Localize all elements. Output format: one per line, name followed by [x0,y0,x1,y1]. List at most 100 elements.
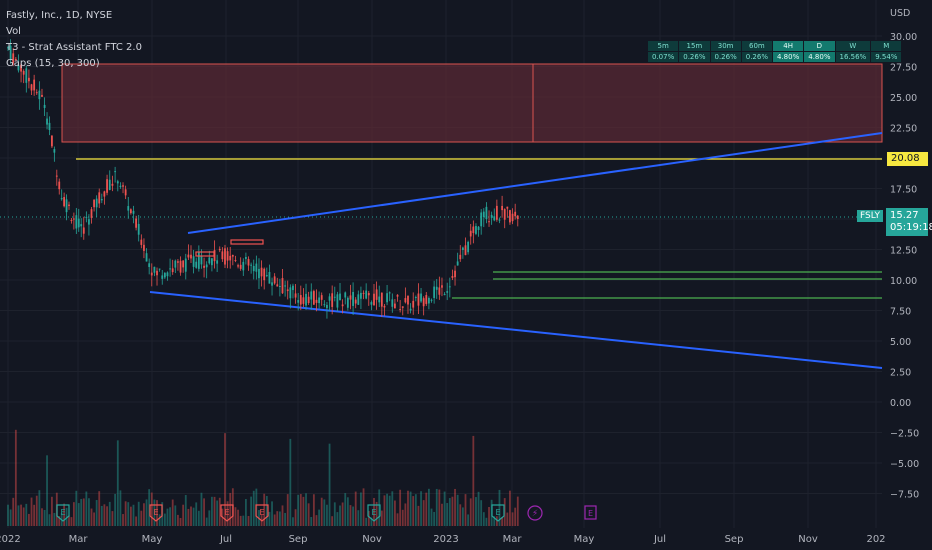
volume-bar [192,507,195,526]
future-earnings-marker[interactable] [584,505,597,520]
candle-body [205,264,208,268]
volume-bar [323,499,326,526]
volume-bar [485,517,488,526]
candle-body [135,218,137,228]
volume-bar [7,504,9,526]
earnings-marker[interactable] [220,504,234,522]
volume-bar [417,505,420,526]
candle-body [475,226,477,234]
candle-body [137,223,140,235]
candle-body [265,275,268,277]
earnings-marker[interactable] [149,504,163,522]
gap-zone [61,63,883,143]
volume-bar [404,503,407,526]
volume-label[interactable]: Vol [6,26,21,37]
tf-value: 16.56% [834,51,872,63]
tf-value: 0.26% [678,51,711,63]
candle-body [122,185,124,187]
earnings-letter: E [588,509,593,518]
candle-body [192,256,195,267]
volume-bar [430,508,433,526]
candle-body [360,292,362,299]
earnings-marker[interactable] [491,504,505,522]
volume-bar [226,501,229,526]
volume-bar [229,492,232,526]
volume-bar [420,491,422,526]
candle-body [14,58,17,61]
volume-bar [124,501,127,526]
volume-bar [456,494,459,526]
candle-body [438,287,441,295]
volume-bar [163,513,166,526]
volume-bar [480,500,483,526]
volume-bar [12,497,15,526]
earnings-letter: E [495,508,500,517]
volume-bar [72,502,75,526]
symbol-title[interactable]: Fastly, Inc., 1D, NYSE [6,10,113,21]
earnings-marker[interactable] [56,504,70,522]
volume-bar [63,503,66,526]
candle-body [41,94,43,97]
dividend-icon[interactable] [527,505,543,521]
candle-body [354,299,357,304]
volume-bar [17,505,20,526]
candle-body [231,255,234,257]
candle-body [428,297,430,304]
candle-body [150,272,153,276]
candle-body [516,215,519,220]
price-axis[interactable]: USD 30.00 27.50 25.00 22.50 17.50 12.50 10.00 7.… [890,8,919,501]
volume-bar [422,500,425,526]
candle-body [386,293,388,303]
candle-body [469,230,472,237]
candle-body [396,294,399,297]
volume-bar [111,511,114,526]
volume-bar [234,507,237,526]
candle-body [412,300,415,308]
volume-bar [454,488,456,526]
bar-countdown: 05:19:18 [890,222,932,233]
candles [7,39,519,319]
candle-body [163,272,166,278]
candle-body [119,185,122,188]
candle-body [55,175,58,177]
time-axis[interactable]: 2022 Mar May Jul Sep Nov 2023 Mar May Jul Sep Nov 20… [0,534,886,545]
volume-bar [414,494,417,526]
volume-bar [65,507,68,526]
volume-bar [388,495,391,526]
volume-bar [312,494,315,526]
volume-bar [276,511,279,526]
volume-bar [501,517,503,526]
earnings-marker[interactable] [255,504,269,522]
volume-bar [203,498,205,526]
candle-body [247,259,250,266]
price-tick: 7.50 [890,307,911,318]
volume-bar [438,489,441,526]
candle-body [46,118,48,125]
indicator-label[interactable]: Gaps (15, 30, 300) [6,58,100,69]
candle-body [7,47,9,49]
volume-bar [82,498,85,526]
candle-body [250,264,253,266]
candle-body [341,304,344,307]
candle-body [302,297,305,304]
volume-bar [320,497,323,526]
volume-bar [88,498,90,526]
candle-body [158,268,161,270]
candle-body [100,198,103,201]
timeframe-table: 5m 15m 30m 60m 4H D W M 0.07% 0.26% 0.26% 0.26% 4.8… [646,40,903,63]
candle-body [383,305,386,308]
volume-bar [352,506,354,526]
candle-body [132,210,135,214]
indicator-label[interactable]: T3 - Strat Assistant FTC 2.0 [6,42,142,53]
volume-bar [51,496,53,526]
candle-body [88,219,90,225]
volume-bar [28,513,30,526]
time-tick: Nov [362,534,382,545]
candle-body [501,205,503,211]
earnings-marker[interactable] [367,504,381,522]
volume-bar [14,429,17,526]
tf-value: 0.07% [646,51,680,63]
candle-body [195,261,198,268]
volume-bar [20,504,22,526]
